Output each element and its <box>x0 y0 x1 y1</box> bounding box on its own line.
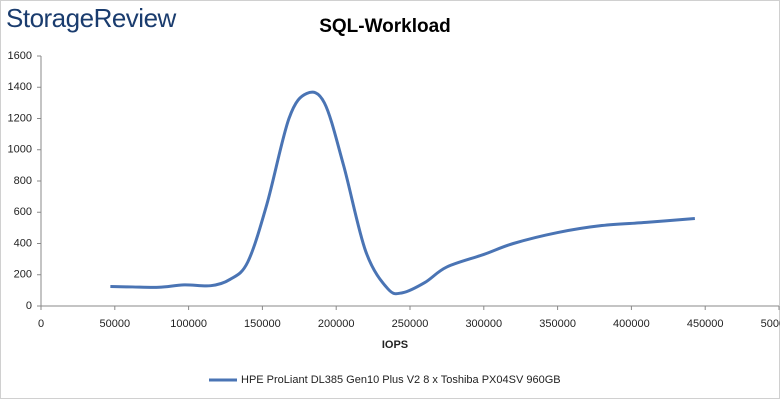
y-tick-label: 1400 <box>8 81 32 93</box>
y-tick-label: 1200 <box>8 112 32 124</box>
x-tick-label: 200000 <box>318 318 355 330</box>
chart-title: SQL-Workload <box>319 16 451 37</box>
x-axis-label: IOPS <box>382 339 408 351</box>
x-tick-label: 250000 <box>392 318 429 330</box>
y-tick-label: 0 <box>26 300 32 312</box>
series-line <box>110 90 695 296</box>
legend-label: HPE ProLiant DL385 Gen10 Plus V2 8 x Tos… <box>241 374 561 386</box>
y-tick-label: 1600 <box>8 50 32 62</box>
x-tick-label: 50000 <box>100 318 131 330</box>
x-tick-label: 300000 <box>465 318 502 330</box>
y-tick-label: 400 <box>14 237 32 249</box>
x-tick-label: 350000 <box>539 318 576 330</box>
x-tick-label: 500000 <box>761 318 780 330</box>
x-tick-label: 450000 <box>687 318 724 330</box>
x-tick-label: 0 <box>38 318 44 330</box>
y-tick-label: 1000 <box>8 144 32 156</box>
x-tick-label: 100000 <box>170 318 207 330</box>
y-tick-label: 200 <box>14 269 32 281</box>
x-tick-label: 400000 <box>613 318 650 330</box>
y-tick-label: 800 <box>14 175 32 187</box>
y-tick-label: 600 <box>14 206 32 218</box>
logo: StorageReview <box>6 3 177 33</box>
x-tick-label: 150000 <box>244 318 281 330</box>
